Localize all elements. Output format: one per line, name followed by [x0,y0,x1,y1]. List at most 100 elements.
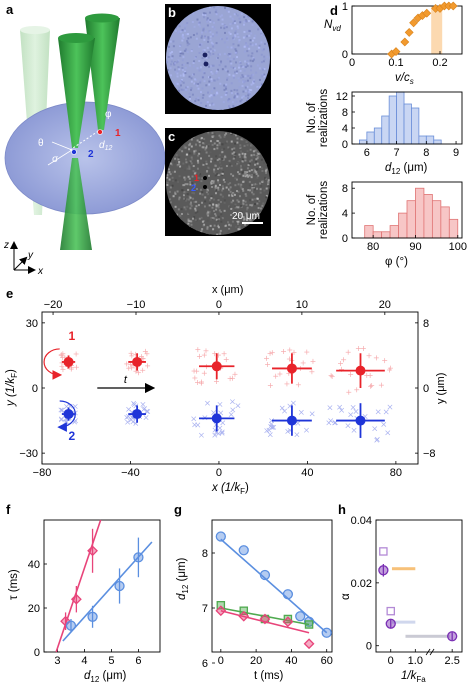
image-noise-pixel [261,74,264,77]
image-noise-pixel [208,204,211,207]
image-noise-pixel [243,144,246,147]
image-noise-pixel [230,92,233,95]
image-noise-pixel [246,174,249,177]
cloud-cross [304,427,309,433]
image-noise-pixel [218,134,221,137]
cloud-cross [58,417,64,423]
image-noise-pixel [220,186,223,189]
image-noise-pixel [242,216,245,219]
image-noise-pixel [246,208,249,211]
image-noise-pixel [203,142,206,145]
image-noise-pixel [193,200,196,203]
histogram-bar [425,135,435,145]
image-noise-pixel [207,211,210,214]
image-noise-pixel [242,201,245,204]
image-noise-pixel [206,133,209,136]
image-noise-pixel [207,193,210,196]
image-noise-pixel [183,94,186,97]
image-noise-pixel [198,51,201,54]
x-tick-label: 100 [449,241,467,253]
image-noise-pixel [216,233,219,235]
image-noise-pixel [210,97,213,100]
image-noise-pixel [250,204,253,207]
image-noise-pixel [220,217,223,220]
image-noise-pixel [228,229,231,232]
image-noise-pixel [174,205,177,208]
image-noise-pixel [237,211,240,214]
image-noise-pixel [231,17,234,20]
cloud-cross [131,402,137,407]
image-noise-pixel [213,6,216,9]
image-noise-pixel [179,84,182,87]
cloud-cross [141,406,147,412]
image-noise-pixel [190,220,193,223]
image-noise-pixel [169,67,172,70]
image-noise-pixel [187,188,190,191]
data-point-diamond [303,638,315,650]
image-noise-pixel [230,62,233,65]
image-noise-pixel [166,176,169,179]
image-noise-pixel [264,177,267,180]
image-noise-pixel [236,141,239,144]
cloud-cross [141,406,147,412]
image-noise-pixel [228,159,231,162]
image-noise-pixel [213,229,216,232]
image-noise-pixel [204,106,207,109]
image-noise-pixel [214,159,217,162]
image-noise-pixel [238,145,241,148]
image-noise-pixel [181,59,184,62]
cloud-cross [142,406,148,412]
image-noise-pixel [201,31,204,34]
image-noise-pixel [265,187,268,190]
beam-2 [58,33,95,250]
label-theta: θ [38,138,44,149]
image-noise-pixel [263,75,266,78]
cloud-cross [229,399,235,405]
image-noise-pixel [199,173,202,176]
image-noise-pixel [209,6,212,9]
image-noise-pixel [212,181,215,184]
image-noise-pixel [184,146,187,149]
cloud-cross [140,402,146,407]
image-noise-pixel [177,30,180,33]
image-noise-pixel [226,140,229,143]
image-noise-pixel [186,44,189,47]
data-point-square [216,601,226,610]
cloud-cross [271,424,277,430]
mean-position-point [211,413,222,424]
x-tick-label: 6 [135,655,141,667]
image-noise-pixel [169,173,172,176]
image-noise-pixel [240,187,243,190]
image-noise-pixel [219,164,222,167]
image-noise-pixel [212,45,215,48]
image-noise-pixel [184,72,187,75]
y-axis-label-group: τ (ms) [8,569,20,600]
image-noise-pixel [251,20,254,23]
image-noise-pixel [199,91,202,94]
image-noise-pixel [242,79,245,82]
image-noise-pixel [194,100,197,103]
image-noise-pixel [259,191,262,194]
image-noise-pixel [169,186,172,189]
image-noise-pixel [206,213,209,216]
image-noise-pixel [204,35,207,38]
image-noise-pixel [232,174,235,177]
histogram-bar [398,212,408,239]
image-noise-pixel [254,169,257,172]
image-noise-pixel [237,161,240,164]
image-noise-pixel [233,67,236,70]
image-noise-pixel [260,75,263,78]
image-noise-pixel [236,199,239,202]
image-noise-pixel [255,172,258,175]
image-noise-pixel [242,75,245,78]
data-point-circle [378,565,389,576]
cloud-cross [269,424,275,430]
image-noise-pixel [250,174,253,177]
image-noise-pixel [214,184,217,187]
guide-stripe-orange [391,567,416,571]
image-noise-pixel [228,188,231,191]
image-noise-pixel [209,202,212,205]
image-noise-pixel [212,109,215,110]
cloud-cross [126,406,132,412]
image-noise-pixel [194,211,197,214]
